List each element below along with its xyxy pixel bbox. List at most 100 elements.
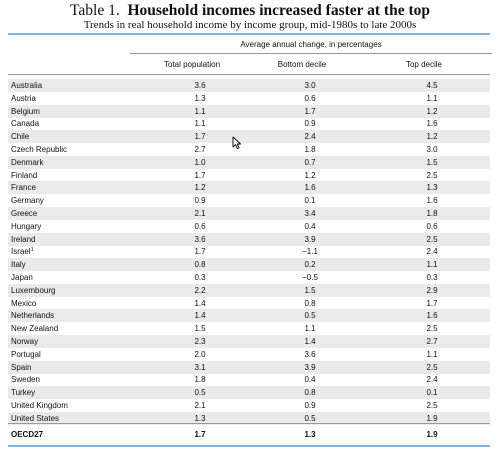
country-label: United Kingdom (11, 401, 68, 410)
top-decile-value: 0.6 (426, 221, 438, 231)
country-label: Turkey (11, 388, 36, 398)
country-name: New Zealand (11, 322, 58, 335)
bottom-decile-value: 0.1 (304, 196, 316, 206)
total-population-value: 1.1 (194, 119, 206, 129)
bottom-decile-value: 1.8 (304, 145, 316, 154)
table-row: Denmark 1.0 0.7 1.5 (8, 155, 490, 169)
table-row: Japan 0.3 −0.5 0.3 (8, 271, 490, 284)
top-decile-value: 1.1 (426, 260, 438, 270)
total-population-value: 1.1 (194, 106, 206, 116)
country-label: Italy (11, 260, 26, 270)
total-population-value: 1.4 (194, 298, 206, 308)
country-label: Luxembourg (11, 285, 56, 295)
top-decile-value: 1.1 (426, 349, 438, 359)
country-label: Canada (11, 119, 40, 129)
top-decile-value: 2.5 (426, 170, 438, 180)
total-population-value: 1.0 (194, 157, 206, 167)
table-row: Mexico 1.4 0.8 1.7 (8, 297, 490, 310)
country-name: Luxembourg (11, 284, 55, 297)
country-name: Ireland (11, 233, 35, 246)
country-name: Spain (11, 361, 31, 374)
country-label: Greece (11, 209, 38, 218)
table-row: Finland 1.7 1.2 2.5 (8, 169, 490, 182)
country-label: Germany (11, 196, 44, 206)
bottom-decile-value: 0.4 (304, 375, 316, 385)
country-label: Belgium (11, 106, 40, 116)
table-row: Czech Republic 2.7 1.8 3.0 (8, 143, 490, 156)
total-population-value: 0.9 (194, 196, 206, 206)
total-separator-rule (8, 423, 490, 424)
mouse-pointer-icon (232, 136, 242, 150)
top-decile-value: 4.5 (426, 81, 438, 90)
bottom-decile-value: 3.0 (304, 81, 316, 90)
total-population-value: 2.1 (194, 401, 206, 410)
country-label: Finland (11, 170, 38, 180)
top-decile-value: 2.5 (426, 362, 438, 372)
country-label: Japan (11, 273, 33, 282)
bottom-decile-value: 3.9 (304, 362, 316, 372)
country-name: United States (11, 412, 59, 425)
bottom-decile-value: 1.4 (304, 337, 316, 346)
total-population-value: 2.1 (194, 209, 206, 218)
table-title-text: Household incomes increased faster at th… (127, 2, 430, 19)
table-row: Greece 2.1 3.4 1.8 (8, 207, 490, 220)
table-row: Austria 1.3 0.6 1.1 (8, 92, 490, 105)
country-name: United Kingdom (11, 399, 68, 412)
bottom-decile-value: 1.1 (304, 324, 316, 334)
country-label: Netherlands (11, 311, 55, 321)
total-row-total-value: 1.7 (194, 430, 206, 439)
top-decile-value: 2.9 (426, 285, 438, 295)
total-population-value: 2.2 (194, 285, 206, 295)
total-population-value: 3.6 (194, 234, 206, 244)
country-name: Mexico (11, 297, 36, 310)
table-row: Germany 0.9 0.1 1.6 (8, 194, 490, 207)
bottom-decile-value: 2.4 (304, 132, 316, 142)
top-decile-value: 0.3 (426, 273, 438, 282)
country-label: Spain (11, 362, 32, 372)
country-name: Belgium (11, 105, 40, 118)
country-name: Sweden (11, 373, 40, 386)
table-row: Italy 0.8 0.2 1.1 (8, 258, 490, 272)
total-row-label: OECD27 (11, 430, 44, 439)
table-row: United States 1.3 0.5 1.9 (8, 411, 490, 425)
table-row: Hungary 0.6 0.4 0.6 (8, 220, 490, 233)
table-row: Spain 3.1 3.9 2.5 (8, 360, 490, 374)
bottom-decile-value: −0.5 (302, 273, 318, 282)
country-name: Czech Republic (11, 143, 67, 156)
table-row: Israel1 1.7 −1.1 2.4 (8, 245, 490, 258)
top-decile-value: 3.0 (426, 145, 438, 154)
top-rule (8, 33, 490, 35)
bottom-decile-value: 0.9 (304, 119, 316, 129)
table-row: United Kingdom 2.1 0.9 2.5 (8, 399, 490, 412)
column-header-bottom-decile: Bottom decile (277, 60, 327, 69)
country-name: Finland (11, 169, 37, 182)
column-header-top-decile: Top decile (405, 60, 443, 69)
country-name: Australia (11, 79, 42, 92)
table-row: New Zealand 1.5 1.1 2.5 (8, 322, 490, 335)
table-row: Portugal 2.0 3.6 1.1 (8, 348, 490, 361)
bottom-decile-value: 0.2 (304, 260, 316, 270)
country-name: Israel1 (11, 245, 34, 258)
country-label: Denmark (11, 157, 44, 167)
top-decile-value: 2.7 (426, 337, 438, 346)
country-label: Austria (11, 93, 36, 103)
country-label: Ireland (11, 234, 36, 244)
country-name: Netherlands (11, 309, 54, 322)
column-group-rule (130, 53, 492, 54)
country-name: Greece (11, 207, 37, 220)
country-name: Chile (11, 130, 29, 143)
country-label: Hungary (11, 221, 42, 231)
total-population-value: 3.6 (194, 81, 206, 90)
top-decile-value: 1.8 (426, 209, 438, 218)
bottom-decile-value: 0.7 (304, 157, 316, 167)
top-decile-value: 1.9 (426, 413, 438, 423)
table-row: Norway 2.3 1.4 2.7 (8, 335, 490, 348)
table-subtitle: Trends in real household income by incom… (83, 19, 417, 31)
table-row: Luxembourg 2.2 1.5 2.9 (8, 283, 490, 297)
country-label: Australia (11, 81, 43, 90)
country-name: Canada (11, 117, 39, 130)
top-decile-value: 1.6 (426, 196, 438, 206)
total-population-value: 2.7 (194, 145, 206, 154)
top-decile-value: 1.5 (426, 157, 438, 167)
country-label: Chile (11, 132, 30, 142)
